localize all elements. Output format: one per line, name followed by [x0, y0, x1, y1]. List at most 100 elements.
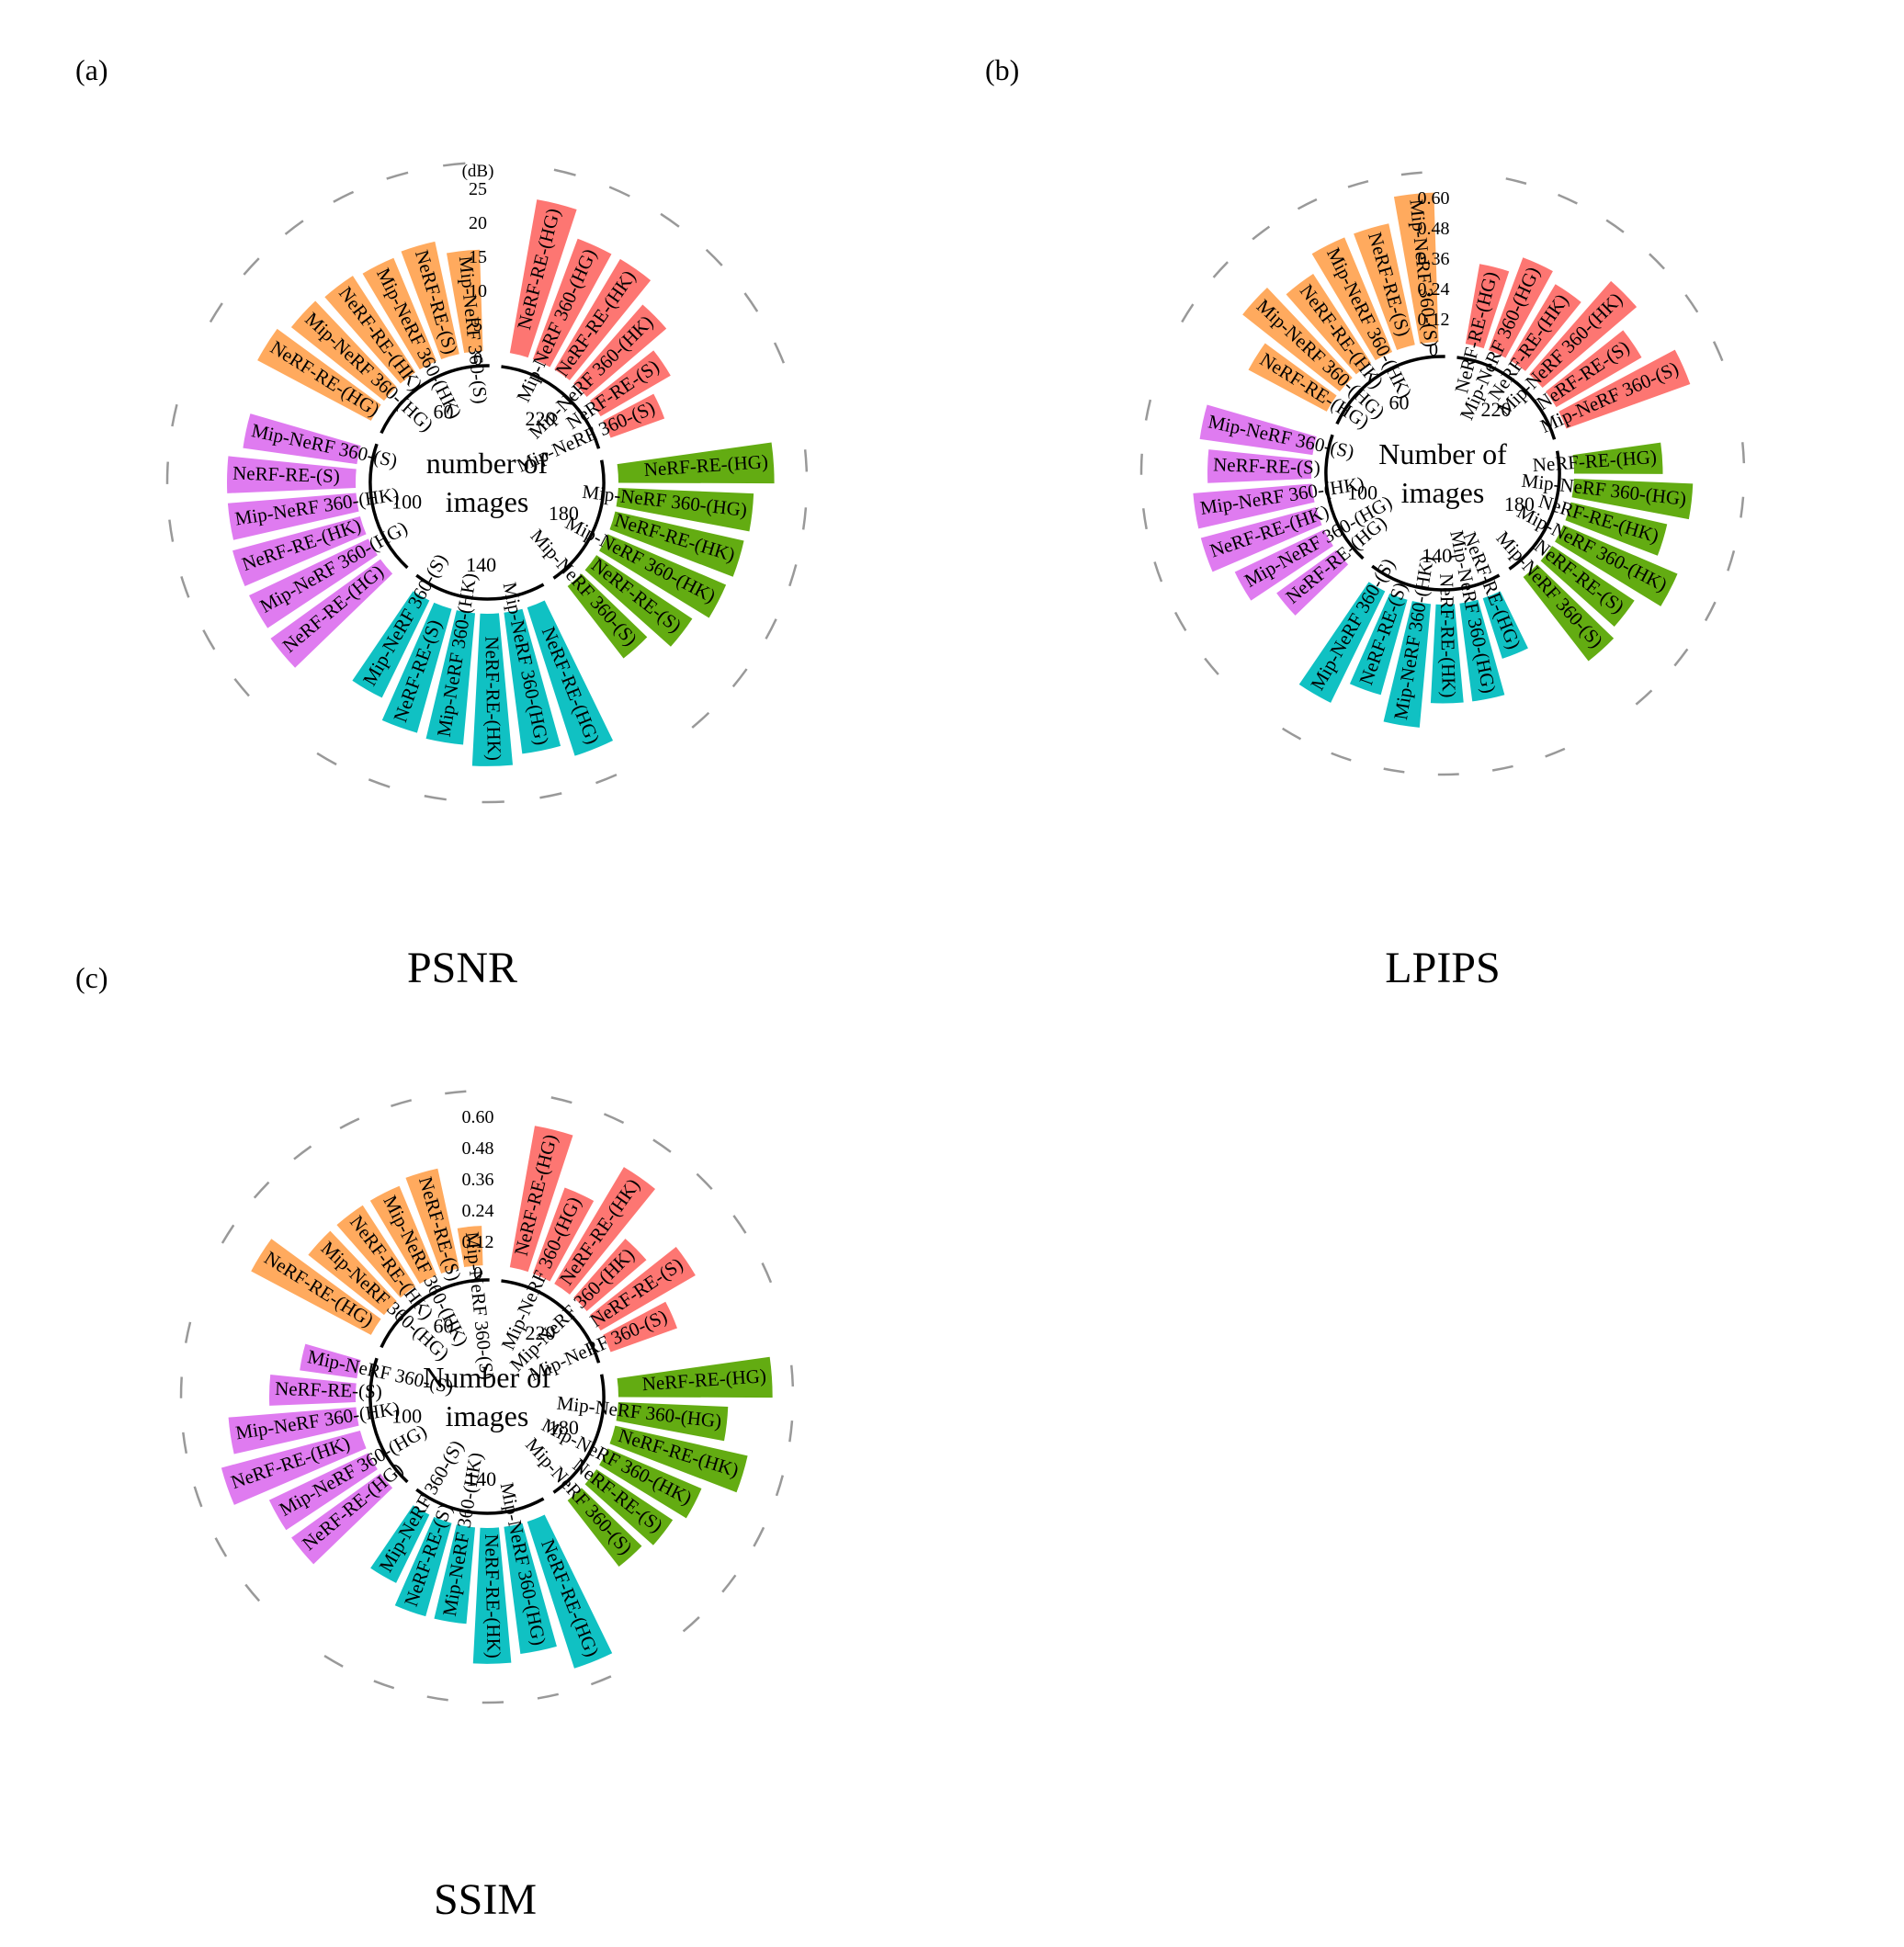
group-label: 140: [466, 553, 496, 576]
bar: [573, 304, 667, 397]
bar: [257, 328, 381, 421]
grid-dash: [1400, 171, 1422, 176]
group-axis-arc: [380, 364, 490, 435]
bar: [1572, 442, 1663, 474]
center-label-line1: number of: [426, 447, 549, 480]
center-label-line1: Number of: [1378, 437, 1507, 470]
grid-dash: [1139, 453, 1143, 475]
grid-dash: [789, 1364, 795, 1387]
group-label: 180: [549, 1416, 579, 1439]
bar: [1430, 604, 1464, 704]
psnr-title: PSNR: [406, 944, 518, 992]
grid-dash: [209, 302, 223, 323]
bar-method-label: NeRF-RE-(S): [275, 1377, 382, 1402]
bar: [369, 1185, 437, 1285]
grid-dash: [1141, 508, 1148, 530]
radial-tick-label: 0.48: [1418, 219, 1450, 239]
bar: [599, 534, 727, 618]
group-label: 180: [1504, 492, 1535, 515]
bar: [251, 1239, 381, 1335]
radial-tick-label: 0.48: [462, 1138, 494, 1159]
group-label: 100: [1347, 481, 1377, 504]
grid-dash: [1704, 601, 1717, 622]
grid-dash: [386, 171, 409, 180]
bar: [290, 300, 397, 402]
grid-dash: [1282, 727, 1302, 741]
center-label-line1: Number of: [423, 1361, 551, 1394]
group-axis-arc: [415, 1488, 545, 1515]
group-label: 100: [391, 491, 422, 514]
grid-dash: [373, 1680, 395, 1690]
grid-dash: [293, 1145, 312, 1160]
grid-dash: [1635, 689, 1653, 706]
bar: [567, 1488, 642, 1568]
bar: [249, 538, 378, 628]
bar: [504, 608, 561, 754]
grid-dash: [442, 162, 466, 167]
bar: [425, 610, 476, 745]
grid-dash: [732, 1215, 747, 1234]
bar: [243, 413, 361, 465]
group-label: 60: [433, 401, 453, 424]
grid-dash: [180, 575, 190, 598]
bar: [1571, 478, 1694, 520]
grid-dash: [550, 1096, 572, 1104]
grid-dash: [243, 257, 260, 276]
bar: [504, 1523, 557, 1654]
bar: [584, 1469, 674, 1545]
bar: [270, 559, 393, 668]
bar: [1565, 502, 1668, 556]
group-label: 100: [391, 1405, 422, 1428]
radial-tick-label: 0.60: [1418, 188, 1450, 209]
grid-dash: [1491, 764, 1513, 772]
group-axis-arc: [1371, 564, 1501, 592]
bar: [308, 1230, 397, 1316]
grid-dash: [1204, 657, 1219, 675]
grid-dash: [801, 507, 808, 530]
grid-dash: [214, 1537, 228, 1557]
bar: [227, 456, 357, 493]
grid-dash: [221, 1224, 235, 1244]
grid-dash: [761, 1262, 773, 1284]
bar: [603, 1301, 677, 1353]
bar: [1311, 237, 1393, 361]
bar: [590, 350, 671, 417]
bar: [1349, 593, 1408, 696]
bar: [1207, 449, 1312, 483]
bar-method-label: NeRF-RE-(S): [232, 462, 340, 487]
group-label: 60: [433, 1315, 453, 1338]
grid-dash: [537, 1692, 560, 1700]
bar: [554, 1167, 656, 1295]
grid-dash: [731, 668, 748, 688]
bar: [268, 1453, 378, 1531]
group-axis-arc: [415, 573, 545, 601]
bar: [509, 1126, 573, 1273]
bar: [1354, 223, 1415, 350]
bar: [471, 613, 513, 766]
grid-dash: [1684, 294, 1699, 313]
bar: [1298, 582, 1386, 703]
group-label: 220: [525, 1321, 555, 1344]
group-axis-arc: [368, 443, 409, 570]
bar: [1546, 330, 1642, 408]
radial-tick-label: 0.24: [462, 1201, 494, 1221]
bar-method-label: Mip-NeRF 360-(S): [461, 1230, 498, 1380]
bar: [232, 516, 367, 586]
bar: [509, 199, 577, 358]
radial-tick-label: 0: [473, 349, 482, 369]
bar: [434, 1524, 476, 1624]
bar: [590, 1246, 696, 1331]
group-label: 180: [549, 502, 579, 525]
bar: [1234, 529, 1333, 601]
bar: [1510, 284, 1581, 371]
radial-tick-label: 0.12: [1418, 310, 1450, 330]
grid-dash: [753, 1526, 765, 1547]
grid-dash: [1144, 399, 1152, 421]
bar: [1248, 343, 1337, 412]
grid-dash: [445, 1090, 467, 1095]
bar: [1558, 349, 1691, 429]
radial-tick-label: 0.12: [462, 1232, 494, 1252]
bar: [567, 573, 648, 659]
